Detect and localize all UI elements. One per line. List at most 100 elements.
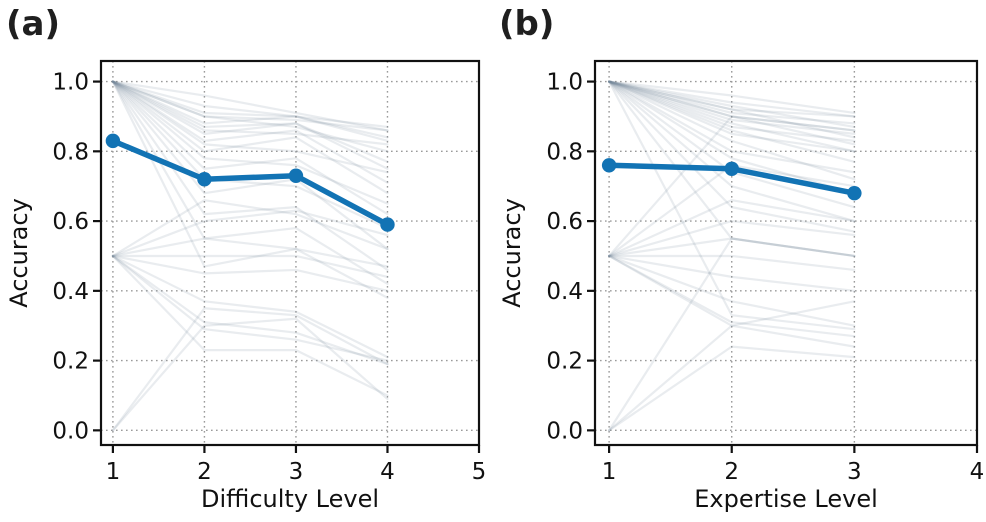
y-tick-label: 0.2 [546, 349, 583, 375]
individual-series-line [608, 237, 856, 432]
x-tick-label: 1 [106, 459, 121, 485]
individual-series-line [111, 80, 389, 272]
individual-series-line [608, 254, 856, 272]
individual-series-line [608, 80, 856, 174]
y-tick-label: 0.8 [546, 139, 583, 165]
individual-series-line [608, 254, 856, 327]
individual-series-line [111, 80, 389, 216]
individual-series-line [111, 317, 389, 432]
individual-series-line [608, 80, 856, 195]
individual-series-line [608, 115, 856, 258]
y-tick-label: 0.8 [52, 139, 89, 165]
individual-series-line [111, 254, 389, 278]
individual-series-line [111, 237, 389, 268]
individual-series-line [111, 80, 389, 174]
individual-series-line [111, 80, 389, 170]
individual-series-line [111, 80, 389, 251]
individual-series-line [111, 80, 389, 299]
individual-series-line [111, 254, 389, 292]
x-tick-label: 5 [472, 459, 487, 485]
mean-series-point [197, 172, 212, 187]
individual-series-line [608, 80, 856, 129]
individual-series-line [111, 254, 389, 359]
mean-series-point [380, 217, 395, 232]
individual-series-line [111, 80, 389, 139]
individual-series-line [608, 80, 856, 132]
y-tick-label: 0.0 [546, 418, 583, 444]
individual-series-line [111, 80, 389, 153]
x-tick-label: 3 [847, 459, 862, 485]
x-tick-label: 2 [724, 459, 739, 485]
individual-series-line [111, 80, 389, 142]
individual-series-line [111, 80, 389, 132]
mean-series-point [288, 168, 304, 183]
individual-series-line [608, 80, 856, 153]
individual-series-line [608, 80, 856, 115]
individual-series-line [111, 80, 389, 184]
x-tick-label: 1 [602, 459, 617, 485]
individual-series-line [608, 80, 856, 233]
individual-series-line [608, 80, 856, 118]
y-tick-label: 0.0 [52, 418, 89, 444]
mean-series-point [601, 158, 617, 173]
individual-series-line [111, 307, 389, 432]
individual-series-line [608, 80, 856, 118]
individual-series-line [608, 199, 856, 258]
y-tick-label: 1.0 [52, 70, 89, 96]
panel-b: (b) 1 2 3 4 0.0 0.2 0.4 0.6 0.8 1.0 Expertise Leve… [493, 0, 986, 522]
panel-a-label: (a) [6, 4, 61, 44]
y-tick-label: 0.4 [52, 279, 89, 305]
x-tick-label: 2 [197, 459, 212, 485]
individual-series-line [608, 80, 856, 146]
individual-series-line [608, 300, 856, 432]
x-tick-label: 4 [970, 459, 985, 485]
individual-series-line [608, 80, 856, 223]
x-tick-label: 4 [380, 459, 395, 485]
individual-series-line [608, 80, 856, 125]
individual-series-line [111, 80, 389, 163]
individual-series-line [608, 80, 856, 153]
y-tick-label: 1.0 [546, 70, 583, 96]
individual-series-line [608, 80, 856, 331]
chart-a: 1 2 3 4 5 0.0 0.2 0.4 0.6 0.8 1.0 Difficulty Level A… [5, 59, 487, 513]
individual-series-line [608, 254, 856, 292]
individual-series-line [111, 80, 389, 132]
x-axis-label: Difficulty Level [201, 485, 379, 513]
individual-series-line [111, 80, 389, 195]
individual-series-line [608, 219, 856, 258]
individual-series-line [111, 80, 389, 205]
individual-series-line [111, 254, 389, 397]
y-tick-label: 0.2 [52, 349, 89, 375]
individual-series-line [608, 80, 856, 135]
individual-series-line [608, 254, 856, 338]
individual-series-line [111, 254, 389, 362]
y-tick-label: 0.4 [546, 279, 583, 305]
individual-series-line [111, 80, 389, 230]
y-axis-label: Accuracy [498, 198, 526, 308]
mean-series-point [724, 161, 739, 176]
x-tick-label: 3 [289, 459, 304, 485]
mean-series-point [105, 133, 121, 149]
individual-series-line [608, 237, 856, 258]
individual-series-line [608, 254, 856, 348]
mean-series-point [847, 185, 862, 201]
individual-series-line [111, 80, 389, 146]
y-axis-label: Accuracy [5, 198, 33, 308]
chart-b: 1 2 3 4 0.0 0.2 0.4 0.6 0.8 1.0 Expertise Level Acc… [498, 59, 985, 513]
individual-series-line [608, 80, 856, 163]
individual-series-line [111, 209, 389, 258]
individual-series-line [608, 80, 856, 181]
individual-series-line [608, 345, 856, 432]
x-axis-label: Expertise Level [694, 485, 878, 513]
individual-series-line [608, 80, 856, 258]
axes-frame [99, 59, 481, 447]
mean-series-line [110, 138, 391, 228]
individual-series-line [608, 80, 856, 142]
y-tick-label: 0.6 [546, 209, 583, 235]
individual-series-line [111, 199, 389, 258]
individual-series-line [608, 80, 856, 139]
individual-series-line [111, 80, 389, 129]
panel-a: (a) 1 2 3 4 5 0.0 0.2 0.4 0.6 0.8 1.0 Difficulty Le… [5, 4, 487, 513]
axes-frame [593, 59, 979, 447]
